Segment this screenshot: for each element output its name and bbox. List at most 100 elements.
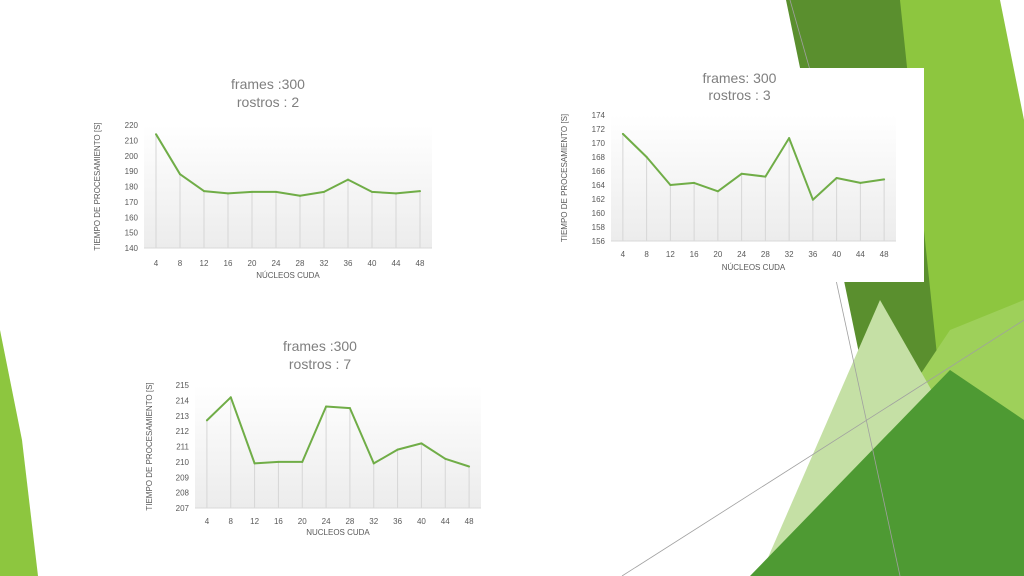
- y-tick-label: 190: [125, 167, 139, 176]
- x-tick-label: 16: [224, 259, 233, 268]
- x-tick-label: 36: [393, 517, 402, 526]
- x-tick-label: 28: [345, 517, 354, 526]
- y-tick-label: 210: [176, 458, 190, 467]
- chart-rostros-3: frames: 300 rostros : 3 156 158 160 162 164 1…: [555, 68, 924, 282]
- y-tick-label: 170: [592, 139, 606, 148]
- y-tick-label: 213: [176, 412, 190, 421]
- y-tick-label: 160: [125, 213, 139, 222]
- data-point: [205, 419, 208, 422]
- y-tick-label: 150: [125, 229, 139, 238]
- data-point: [468, 465, 471, 468]
- data-point: [301, 460, 304, 463]
- x-tick-label: 40: [832, 250, 841, 259]
- x-tick-label: 16: [690, 250, 699, 259]
- data-point: [788, 137, 791, 140]
- chart-title: frames :300: [231, 76, 305, 92]
- y-axis-label: TIEMPO DE PROCESAMIENTO [S]: [560, 114, 569, 242]
- x-tick-label: 32: [785, 250, 794, 259]
- y-tick-label: 208: [176, 489, 190, 498]
- x-tick-label: 48: [465, 517, 474, 526]
- data-point: [229, 396, 232, 399]
- y-tick-label: 170: [125, 198, 139, 207]
- data-point: [227, 192, 229, 195]
- x-tick-label: 4: [205, 517, 210, 526]
- chart-subtitle: rostros : 3: [708, 87, 771, 103]
- y-tick-label: 174: [592, 111, 606, 120]
- data-point: [253, 462, 256, 465]
- x-axis-label: NÚCLEOS CUDA: [722, 263, 786, 272]
- plot-area: [195, 385, 481, 508]
- x-tick-label: 24: [737, 250, 746, 259]
- x-axis-label: NUCLEOS CUDA: [306, 528, 370, 537]
- y-tick-label: 212: [176, 427, 190, 436]
- x-tick-label: 32: [320, 259, 329, 268]
- data-point: [396, 448, 399, 451]
- x-tick-label: 32: [369, 517, 378, 526]
- x-tick-label: 12: [200, 259, 209, 268]
- data-point: [420, 442, 423, 445]
- series-line: [206, 396, 470, 468]
- x-tick-label: 12: [666, 250, 675, 259]
- x-tick-label: 20: [298, 517, 307, 526]
- x-axis-label: NÚCLEOS CUDA: [256, 271, 320, 280]
- y-tick-label: 168: [592, 153, 606, 162]
- y-tick-label: 215: [176, 381, 190, 390]
- data-point: [693, 181, 696, 184]
- data-point: [325, 405, 328, 408]
- data-point: [251, 190, 253, 193]
- chart-title: frames: 300: [702, 70, 777, 86]
- data-point: [155, 133, 157, 136]
- deco-green-left: [0, 330, 38, 576]
- series-line: [622, 133, 885, 201]
- y-tick-label: 220: [125, 121, 139, 130]
- data-point: [275, 190, 277, 193]
- y-tick-label: 209: [176, 473, 190, 482]
- data-point: [347, 178, 349, 181]
- data-point: [645, 156, 648, 158]
- x-tick-label: 40: [417, 517, 426, 526]
- x-tick-label: 24: [272, 259, 281, 268]
- data-point: [716, 190, 719, 193]
- y-tick-label: 214: [176, 396, 190, 405]
- y-tick-label: 156: [592, 237, 606, 246]
- plot-area: [611, 115, 896, 241]
- data-point: [371, 190, 373, 193]
- x-tick-label: 20: [248, 259, 257, 268]
- x-tick-label: 24: [322, 517, 331, 526]
- y-tick-label: 172: [592, 125, 606, 134]
- y-tick-label: 210: [125, 136, 139, 145]
- data-point: [811, 198, 814, 201]
- deco-line-1: [621, 319, 1024, 576]
- chart-title: frames :300: [283, 338, 357, 354]
- data-point: [277, 460, 280, 463]
- y-tick-label: 166: [592, 167, 606, 176]
- data-point: [444, 457, 447, 460]
- deco-line-2: [835, 279, 901, 576]
- chart-subtitle: rostros : 7: [288, 356, 352, 372]
- x-tick-label: 8: [229, 517, 234, 526]
- x-tick-label: 4: [621, 250, 626, 259]
- deco-green-band-deep: [750, 370, 1024, 576]
- x-tick-label: 44: [856, 250, 865, 259]
- data-point: [179, 173, 181, 176]
- data-point: [323, 190, 325, 193]
- y-tick-label: 160: [592, 209, 606, 218]
- y-tick-label: 140: [125, 244, 139, 253]
- data-point: [203, 190, 205, 193]
- data-point: [299, 194, 301, 197]
- data-point: [395, 192, 397, 195]
- x-tick-label: 4: [154, 259, 159, 268]
- y-tick-label: 162: [592, 195, 606, 204]
- data-point: [740, 172, 743, 175]
- x-tick-label: 44: [392, 259, 401, 268]
- y-tick-label: 164: [592, 181, 606, 190]
- data-point: [764, 175, 767, 178]
- data-point: [348, 407, 351, 410]
- y-tick-label: 180: [125, 183, 139, 192]
- x-tick-label: 8: [644, 250, 649, 259]
- y-tick-label: 158: [592, 223, 606, 232]
- x-tick-label: 48: [880, 250, 889, 259]
